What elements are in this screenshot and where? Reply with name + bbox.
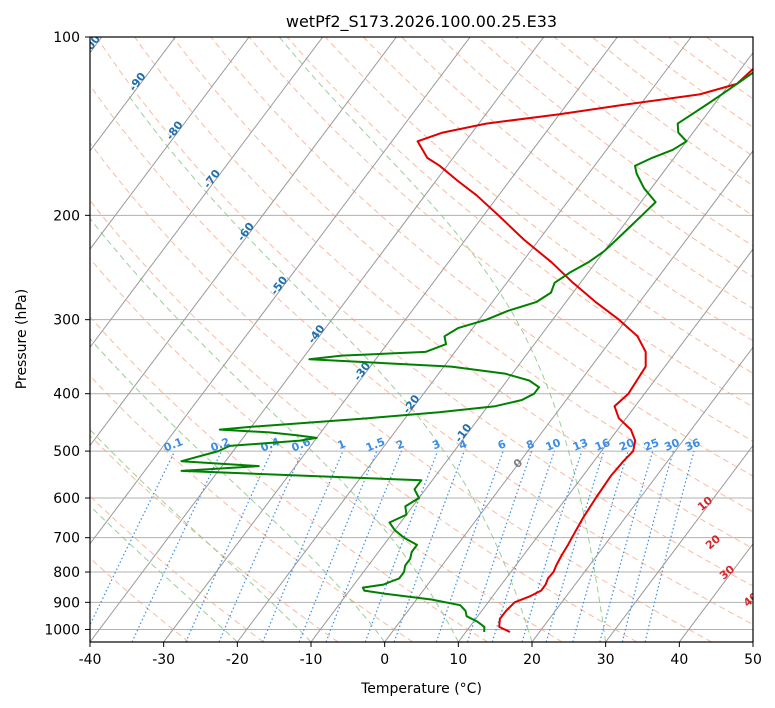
skewed-isotherm-line [236,37,692,642]
mixing-ratio-label: 30 [662,436,681,454]
y-tick-label: 1000 [44,622,80,638]
skewed-isotherm-line [90,37,471,545]
skewed-isotherms [90,37,753,642]
mixing-ratio-label: 13 [571,436,590,454]
moist-adiabat-line [90,338,386,642]
dry-adiabat-line [90,84,753,626]
mixing-ratio-label: 2 [394,437,406,452]
sounding-series [180,67,753,633]
dry-adiabat-line [90,316,488,642]
dry-adiabat-line [134,37,753,550]
dry-adiabat-line [248,37,753,442]
dry-adiabat-line [439,37,753,278]
skewed-isotherm-line [384,150,753,642]
mixing-ratio-label: 36 [683,436,702,454]
mixing-ratio-label: 3 [430,437,442,452]
x-tick-label: 0 [380,652,389,668]
moist-adiabat-line [90,428,312,642]
moist-adiabat-line [278,37,607,642]
mixing-ratio-label: 10 [544,436,563,454]
dry-adiabat-line [363,37,753,342]
skewed-isotherm-line [90,37,397,447]
pressure-gridlines [90,37,753,630]
skewed-isotherm-line [605,444,753,642]
skewed-isotherm-line [163,37,618,642]
axes: -40 -30 -20 -10 0 10 20 30 40 50 1000 900 800 700 600 5… [44,30,762,668]
x-tick-label: -30 [152,652,175,668]
mixing-ratio-line [599,450,654,642]
mixing-ratio-label: 25 [642,436,661,454]
mixing-ratio-label: 20 [617,436,636,454]
y-tick-label: 100 [53,30,80,46]
x-tick-label: -10 [300,652,323,668]
dry-adiabat-line [90,257,563,642]
skewed-isotherm-line [310,51,753,642]
skewed-isotherm-line [90,37,545,642]
mixing-ratio-line [435,450,504,642]
y-tick-label: 700 [53,531,80,547]
y-tick-label: 600 [53,491,80,507]
dry-adiabat-line [96,37,753,587]
x-tick-label: 40 [670,652,688,668]
y-tick-label: 300 [53,313,80,329]
mixing-ratio-line [466,450,533,642]
x-tick-label: -20 [226,652,249,668]
mixing-ratio-line [131,450,223,642]
mixing-ratio-line [521,450,583,642]
mixing-ratio-line [644,450,695,642]
dry-adiabat-line [477,37,753,247]
skewed-isotherm-line [90,37,250,250]
x-tick-label: 30 [597,652,615,668]
mixing-ratio-line [262,450,344,642]
x-tick-label: 10 [449,652,467,668]
y-tick-label: 400 [53,387,80,403]
mixing-ratio-line [90,450,176,627]
skewed-isotherm-line [531,346,753,642]
x-tick-label: 50 [744,652,762,668]
chart-title: wetPf2_S173.2026.100.00.25.E33 [286,12,557,32]
plot-frame [89,36,754,643]
mixing-ratio-line [185,450,273,642]
moist-adiabat-line [90,505,238,642]
moist-adiabat-line [90,217,459,642]
mixing-ratio-lines [90,450,695,642]
dewpoint-profile-line [180,71,753,633]
x-tick-label: -40 [79,652,102,668]
dry-adiabat-line [172,37,753,513]
dry-adiabat-line [90,199,638,642]
skewed-isotherm-line [457,248,753,642]
x-tick-label: 20 [523,652,541,668]
plot-area: -100-90-80-70-60-50-40-30-20-100.10.20.4… [90,37,761,642]
y-tick-label: 200 [53,208,80,224]
y-axis-title: Pressure (hPa) [14,289,30,389]
mixing-ratio-line [621,450,674,642]
dry-adiabat-line [515,37,753,217]
skewed-isotherm-line [90,37,176,152]
y-tick-label: 900 [53,595,80,611]
mixing-ratio-line [393,450,465,642]
y-tick-label: 800 [53,565,80,581]
temperature-profile-line [416,67,753,633]
dry-adiabat-line [90,495,264,642]
y-tick-label: 500 [53,444,80,460]
x-axis-title: Temperature (°C) [360,681,482,697]
dry-adiabat-line [286,37,753,408]
mixing-ratio-label: 1 [336,437,348,452]
skewed-isotherm-line [90,37,324,349]
dry-adiabat-line [90,375,414,642]
mixing-ratio-label: 8 [524,437,536,452]
mixing-ratio-label: 16 [593,436,612,454]
mixing-ratio-line [491,450,555,642]
isopleth-extra-label: 40 [741,590,761,610]
mixing-ratio-line [572,450,629,642]
